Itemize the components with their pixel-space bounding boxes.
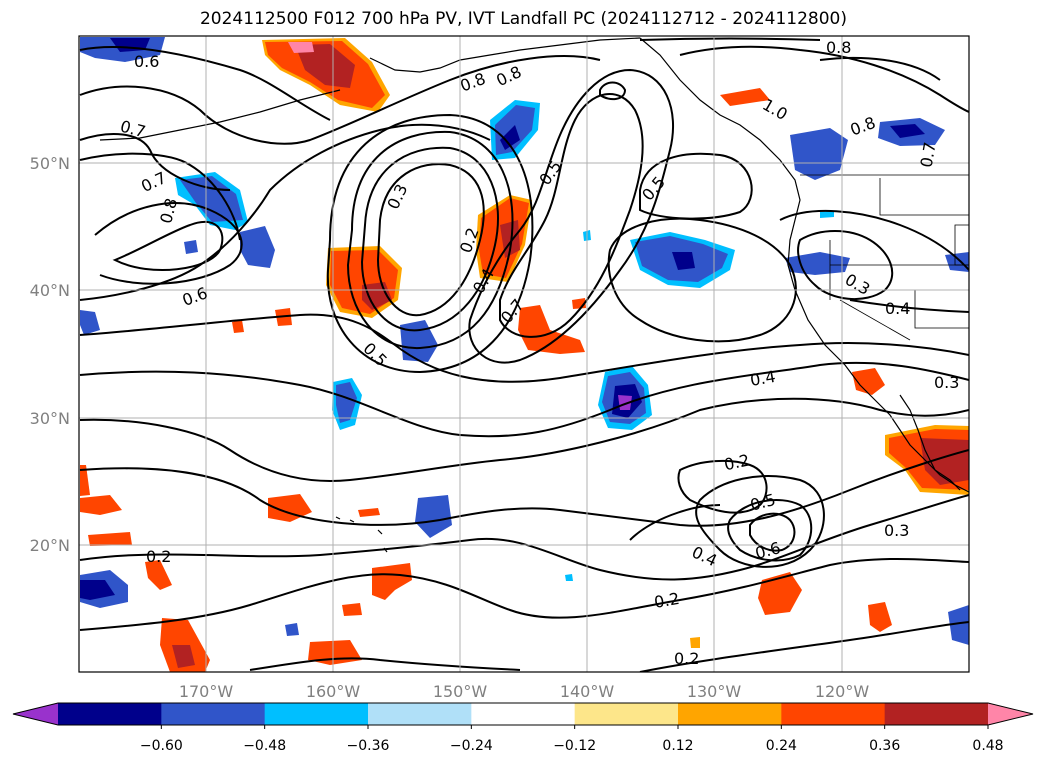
colorbar: −0.60 −0.48 −0.36 −0.24 −0.12 0.12 0.24 0.36 0.4…	[12, 702, 1034, 754]
borders	[800, 174, 969, 341]
contour-label: 0.4	[885, 299, 910, 318]
colorbar-segments	[13, 703, 1033, 725]
contour-label: 0.8	[493, 62, 524, 90]
colorbar-tick-label: −0.48	[243, 738, 286, 754]
contour-label: 0.2	[722, 450, 751, 474]
colorbar-segment	[368, 703, 472, 725]
contour-label: 0.5	[748, 490, 778, 515]
colorbar-segment	[884, 703, 989, 725]
colorbar-ticks: −0.60 −0.48 −0.36 −0.24 −0.12 0.12 0.24 0.36 0.4…	[140, 725, 1004, 754]
contour-label: 0.7	[917, 141, 940, 169]
contour-label: 0.7	[138, 168, 169, 196]
colorbar-segment	[161, 703, 266, 725]
colorbar-tick-label: −0.36	[347, 738, 390, 754]
lon-label: 170°W	[179, 682, 234, 701]
contour-label: 0.8	[156, 196, 181, 226]
contour-label: 0.3	[842, 270, 874, 299]
lon-labels: 170°W 160°W 150°W 140°W 130°W 120°W	[179, 682, 870, 701]
lat-label: 30°N	[30, 409, 70, 428]
contour-label: 0.2	[674, 649, 699, 668]
map-frame	[78, 35, 970, 673]
colorbar-tick-label: −0.24	[450, 738, 493, 754]
colorbar-segment	[781, 703, 886, 725]
map-title: 2024112500 F012 700 hPa PV, IVT Landfall…	[199, 9, 847, 29]
contour-label: 0.3	[934, 373, 959, 392]
contour-label: 0.7	[118, 116, 148, 141]
lon-label: 140°W	[560, 682, 615, 701]
graticule	[79, 36, 969, 672]
lat-label: 20°N	[30, 536, 70, 555]
contour-label: 0.5	[638, 173, 669, 205]
colorbar-extend-low	[13, 703, 58, 725]
contour-label: 0.3	[383, 181, 411, 212]
colorbar-tick-label: 0.36	[869, 738, 900, 754]
contour-label: 0.6	[753, 538, 783, 563]
contour-label: 0.8	[826, 38, 851, 57]
lat-label: 40°N	[30, 281, 70, 300]
lat-label: 50°N	[30, 154, 70, 173]
contour-label: 0.8	[848, 113, 878, 140]
colorbar-segment	[574, 703, 679, 725]
coastline	[99, 37, 969, 553]
colorbar-tick-label: −0.12	[553, 738, 596, 754]
colorbar-segment	[678, 703, 782, 725]
contour-label: 0.8	[458, 69, 488, 96]
colorbar-segment	[58, 703, 162, 725]
contour-label: 0.5	[359, 339, 390, 370]
colorbar-extend-high	[988, 703, 1033, 725]
lon-label: 130°W	[687, 682, 742, 701]
lat-labels: 50°N 40°N 30°N 20°N	[30, 154, 70, 555]
contour-label: 0.6	[134, 52, 159, 71]
colorbar-segment	[264, 703, 369, 725]
colorbar-tick-label: 0.24	[766, 738, 797, 754]
contour-label: 0.2	[146, 547, 171, 566]
contour-label: 0.3	[884, 521, 909, 540]
pv-contours	[79, 37, 969, 672]
lon-label: 120°W	[815, 682, 870, 701]
lon-label: 160°W	[306, 682, 361, 701]
colorbar-tick-label: 0.12	[662, 738, 693, 754]
colorbar-tick-label: 0.48	[972, 738, 1003, 754]
contour-label: 0.2	[653, 589, 681, 612]
colorbar-segment	[471, 703, 576, 725]
colorbar-outline	[12, 702, 1034, 726]
pv-shading	[80, 37, 969, 672]
contour-label: 0.4	[749, 367, 777, 390]
lon-label: 150°W	[433, 682, 488, 701]
colorbar-tick-label: −0.60	[140, 738, 183, 754]
